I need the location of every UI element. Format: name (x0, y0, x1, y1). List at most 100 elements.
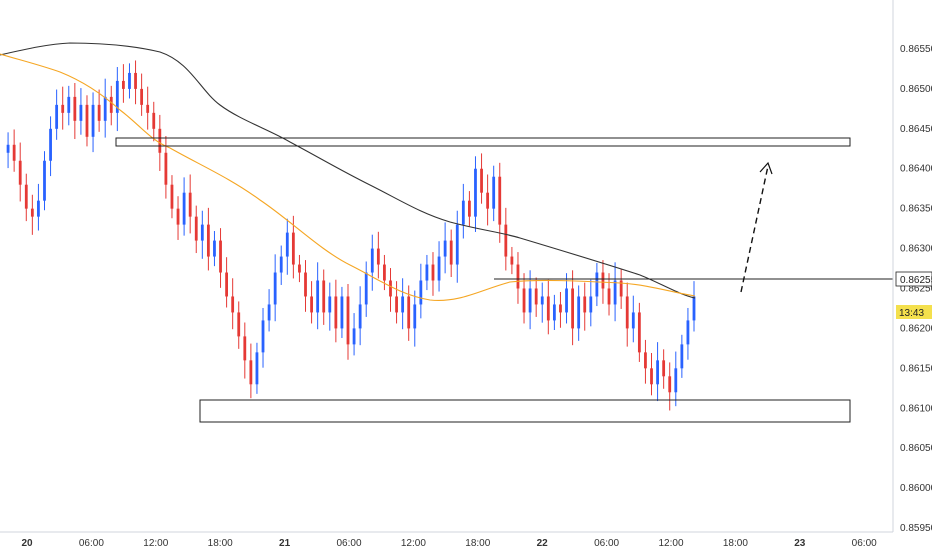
bullish-candle-body (352, 328, 356, 345)
bearish-candle-body (164, 152, 168, 185)
time-axis[interactable]: 20 06:00 12:00 18:00 21 06:00 12:00 18:00 22 06:0… (21, 538, 877, 549)
bearish-candle-body (122, 80, 125, 89)
bullish-candle-body (370, 248, 374, 273)
bearish-candle-body (109, 96, 113, 113)
bullish-candle-body (656, 360, 659, 385)
bearish-candle-body (637, 312, 641, 353)
bearish-candle-body (546, 296, 550, 321)
bearish-candle-body (668, 376, 672, 393)
bearish-candle-body (407, 296, 411, 329)
bearish-candle-body (134, 72, 137, 89)
bearish-candle-body (601, 272, 605, 289)
bearish-candle-body (291, 232, 295, 265)
projection-arrow-head (759, 161, 773, 175)
time-tick-label: 18:00 (208, 538, 233, 549)
current-price-label: 0.86255 (900, 275, 932, 286)
bullish-candle-body (437, 256, 441, 281)
bullish-candle-body (461, 200, 465, 225)
bullish-candle-body (267, 304, 271, 321)
bullish-candle-body (419, 280, 423, 305)
bearish-candle-body (225, 272, 228, 297)
bullish-candle-body (413, 304, 417, 329)
bearish-candle-body (30, 208, 34, 217)
bullish-candle-body (37, 200, 40, 217)
bullish-candle-body (91, 104, 95, 137)
bearish-candle-body (662, 360, 666, 377)
projection-arrow-line[interactable] (740, 165, 769, 293)
bullish-candle-body (79, 104, 83, 121)
bearish-candle-body (158, 128, 162, 153)
bearish-candle-body (510, 256, 514, 265)
bullish-candle-body (595, 272, 599, 297)
bearish-candle-body (170, 184, 174, 209)
bullish-candle-body (552, 304, 556, 321)
bearish-candle-body (12, 144, 16, 161)
bearish-candle-body (383, 264, 386, 281)
bearish-candle-body (376, 248, 380, 265)
fast-moving-average-line (0, 53, 696, 301)
resistance-zone[interactable] (115, 137, 851, 147)
bullish-candle-body (692, 296, 696, 321)
bullish-candle-body (631, 312, 635, 329)
bullish-candle-body (686, 320, 690, 345)
bullish-candle-body (279, 256, 283, 273)
bearish-candle-body (480, 168, 483, 193)
bearish-candle-body (534, 288, 538, 305)
bullish-candle-body (613, 280, 617, 305)
bullish-candle-body (680, 344, 684, 369)
bearish-candle-body (249, 360, 253, 385)
countdown-tag: 13:43 (896, 305, 932, 319)
bullish-candle-body (492, 176, 496, 209)
bearish-candle-body (583, 296, 587, 313)
bearish-candle-body (619, 280, 623, 297)
bearish-candle-body (389, 280, 392, 297)
bullish-candle-body (55, 104, 59, 129)
bearish-candle-body (61, 104, 65, 113)
bullish-candle-body (340, 296, 344, 329)
bearish-candle-body (486, 192, 490, 209)
bullish-candle-body (255, 352, 259, 385)
time-tick-label: 06:00 (336, 538, 361, 549)
time-tick-label: 22 (537, 538, 549, 549)
bearish-candle-body (571, 288, 574, 329)
bullish-candle-body (273, 272, 277, 305)
bullish-candle-body (455, 224, 459, 265)
bearish-candle-body (18, 160, 22, 185)
time-tick-label: 06:00 (79, 538, 104, 549)
bearish-candle-body (152, 112, 156, 129)
bearish-candle-body (504, 224, 508, 257)
bearish-candle-body (219, 240, 222, 273)
bearish-candle-body (322, 280, 326, 313)
bearish-candle-body (24, 184, 28, 209)
time-tick-label: 21 (279, 538, 291, 549)
bearish-candle-body (449, 240, 453, 265)
support-zone[interactable] (199, 399, 851, 423)
bearish-candle-body (625, 296, 629, 329)
bearish-candle-body (310, 296, 313, 313)
bearish-candle-body (395, 296, 398, 313)
bullish-candle-body (674, 368, 678, 393)
bearish-candle-body (559, 304, 562, 313)
bearish-candle-body (243, 336, 247, 361)
bullish-candle-body (67, 96, 71, 113)
bullish-candle-body (213, 240, 216, 257)
bullish-candle-body (474, 168, 477, 217)
bearish-candle-body (650, 368, 653, 385)
bearish-candle-body (334, 296, 338, 329)
bullish-candle-body (128, 72, 131, 89)
time-tick-label: 06:00 (594, 538, 619, 549)
bullish-candle-body (589, 296, 593, 313)
bearish-candle-body (146, 104, 150, 113)
bullish-candle-body (285, 232, 289, 257)
time-tick-label: 20 (21, 538, 33, 549)
bearish-candle-body (231, 296, 235, 313)
